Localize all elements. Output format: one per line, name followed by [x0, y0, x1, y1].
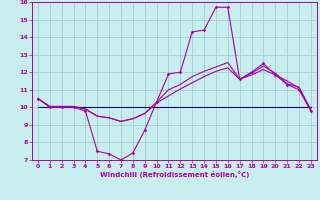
X-axis label: Windchill (Refroidissement éolien,°C): Windchill (Refroidissement éolien,°C): [100, 171, 249, 178]
